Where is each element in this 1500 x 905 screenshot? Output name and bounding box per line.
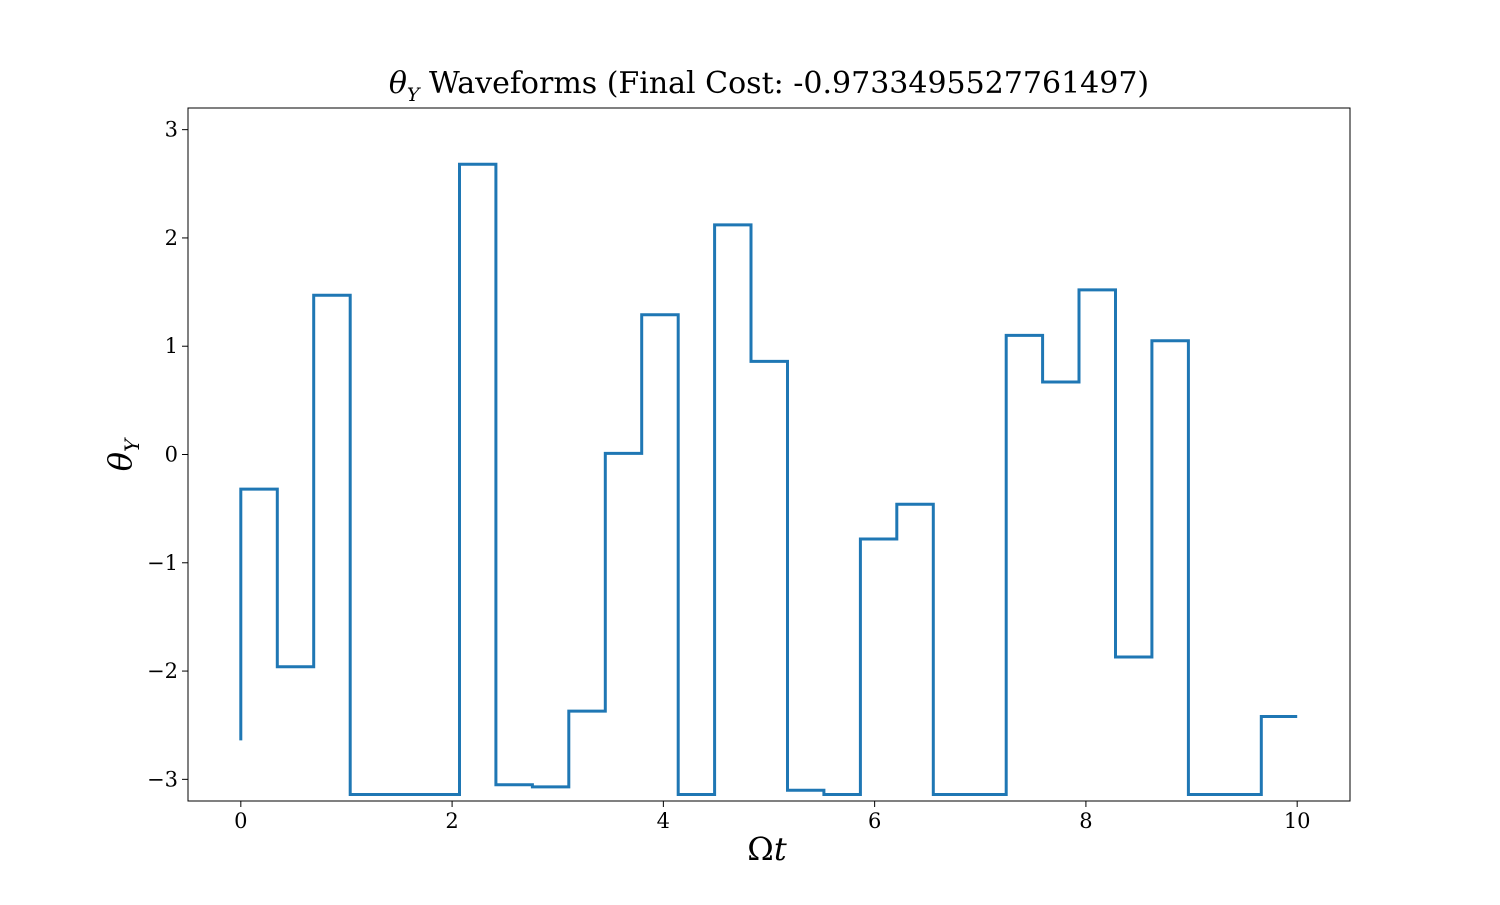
plot-frame xyxy=(187,107,1351,802)
ticks-layer: 0 2 4 6 8 10 −3 −2 −1 0 1 2 3 xyxy=(147,118,1311,833)
y-tick-label: −2 xyxy=(147,659,178,683)
x-axis-label-var: t xyxy=(774,830,787,868)
x-tick-label: 0 xyxy=(234,809,247,833)
y-tick-label: −3 xyxy=(147,767,178,791)
x-tick-label: 2 xyxy=(445,809,458,833)
x-tick-label: 4 xyxy=(657,809,670,833)
x-tick-label: 6 xyxy=(868,809,881,833)
x-tick-label: 8 xyxy=(1079,809,1092,833)
y-tick-label: 2 xyxy=(165,226,178,250)
y-axis-label: θΥ xyxy=(101,437,144,471)
x-tick-label: 10 xyxy=(1284,809,1311,833)
y-tick-label: −1 xyxy=(147,551,178,575)
title-subscript: Υ xyxy=(407,84,422,106)
y-tick-label: 3 xyxy=(165,118,178,142)
plot-layer xyxy=(239,162,1298,796)
chart-title: θΥ Waveforms (Final Cost: -0.97334955277… xyxy=(389,66,1149,106)
y-axis-label-subscript: Υ xyxy=(120,437,144,452)
title-text: Waveforms (Final Cost: -0.97334955277614… xyxy=(419,66,1149,101)
y-axis-label-symbol: θ xyxy=(101,452,139,471)
x-axis-label-symbol: Ω xyxy=(747,830,774,868)
x-axis-label: Ωt xyxy=(747,830,787,868)
y-tick-label: 0 xyxy=(165,443,178,467)
title-symbol: θ xyxy=(389,66,407,101)
y-tick-label: 1 xyxy=(165,334,178,358)
series-line-0 xyxy=(239,162,1298,796)
